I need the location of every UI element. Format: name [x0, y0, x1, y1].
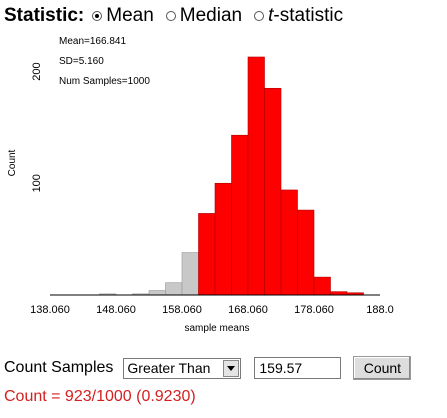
stat-mean: Mean=166.841 [59, 36, 126, 47]
comparison-select-value: Greater Than [127, 360, 211, 376]
statistic-label: Statistic: [4, 5, 85, 26]
histogram-bar [165, 282, 183, 296]
radio-mean[interactable]: Mean [92, 5, 154, 27]
threshold-input[interactable] [254, 357, 342, 379]
histogram-bar [198, 213, 216, 296]
histogram-bar [280, 189, 298, 296]
sampling-distribution-histogram: 138.060 148.060 158.060 168.060 178.060 188.0… [7, 36, 394, 334]
x-axis-label: sample means [184, 323, 249, 334]
radio-median-label: Median [179, 5, 243, 26]
radio-median-button[interactable] [165, 11, 176, 21]
radio-t-statistic-label-rest: -statistic [273, 5, 344, 26]
histogram-bar [148, 290, 166, 296]
chevron-down-icon[interactable] [223, 359, 240, 377]
x-tick-label: 168.060 [228, 304, 268, 316]
stat-sd: SD=5.160 [59, 56, 104, 67]
y-axis-ticks: 100 200 [31, 62, 43, 192]
histogram-bars [99, 56, 364, 296]
statistic-selector: Statistic: Mean Median t -statistic [4, 3, 355, 29]
count-button[interactable]: Count [353, 356, 412, 380]
comparison-select[interactable]: Greater Than [123, 357, 242, 379]
radio-median[interactable]: Median [165, 5, 243, 27]
radio-t-statistic-button[interactable] [254, 11, 265, 21]
x-tick-label: 138.060 [30, 304, 70, 316]
histogram-bar [231, 134, 249, 296]
histogram-bar [330, 291, 348, 296]
x-axis-ticks: 138.060 148.060 158.060 168.060 178.060 188.0 [30, 304, 394, 316]
y-tick-label: 100 [31, 174, 43, 192]
radio-t-statistic-label-t: t [268, 5, 274, 26]
count-controls: Count Samples Greater Than Count [4, 354, 412, 382]
histogram-bar [214, 182, 232, 296]
count-samples-label: Count Samples [4, 359, 114, 376]
histogram-bar [181, 252, 199, 296]
x-tick-label: 158.060 [162, 304, 202, 316]
histogram-bar [297, 209, 315, 296]
x-tick-label: 148.060 [96, 304, 136, 316]
stat-num-samples: Num Samples=1000 [59, 76, 150, 87]
y-tick-label: 200 [31, 62, 43, 80]
x-tick-label: 188.0 [366, 304, 394, 316]
count-result: Count = 923/1000 (0.9230) [4, 388, 196, 405]
histogram-bar [313, 276, 331, 296]
x-tick-label: 178.060 [294, 304, 334, 316]
radio-mean-button[interactable] [92, 11, 103, 21]
histogram-bar [264, 87, 282, 296]
histogram-bar [247, 56, 265, 296]
y-axis-label: Count [7, 149, 18, 176]
radio-mean-label: Mean [106, 5, 154, 26]
radio-t-statistic[interactable]: t -statistic [254, 5, 343, 27]
